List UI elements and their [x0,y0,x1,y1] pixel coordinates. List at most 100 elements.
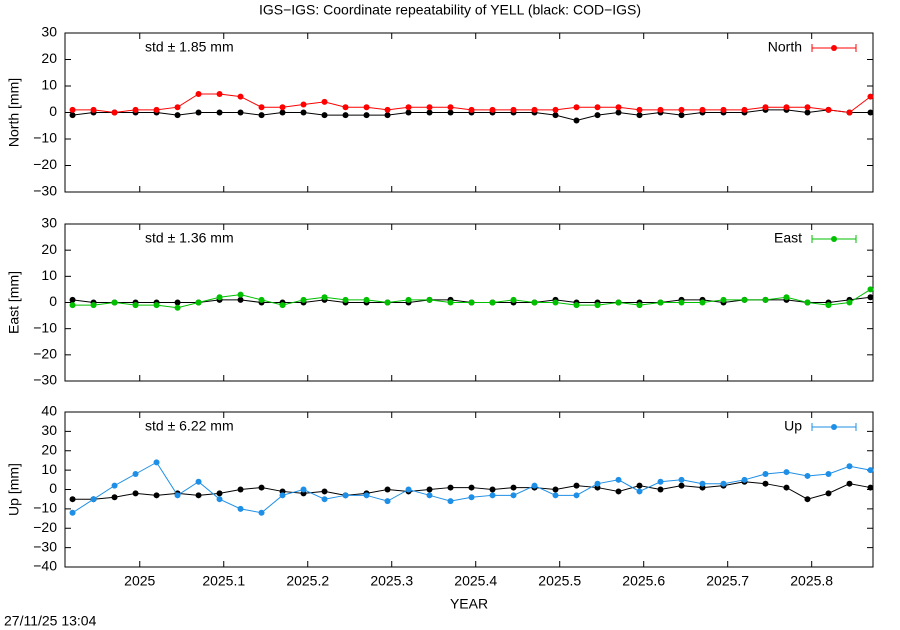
data-point [615,488,622,495]
y-tick-label: 30 [41,215,57,231]
data-point [405,104,412,111]
data-point [216,294,223,301]
x-tick-label: 2025.4 [454,573,497,589]
data-point [300,486,307,493]
y-tick-label: 30 [41,24,57,40]
data-point [174,112,181,119]
data-point [804,299,811,306]
data-point [195,109,202,116]
data-point [384,106,391,113]
legend-marker [831,236,837,242]
data-point [258,104,265,111]
data-point [468,494,475,501]
data-point [489,492,496,499]
data-point [363,104,370,111]
data-point [657,299,664,306]
legend-marker [831,424,837,430]
data-point [510,106,517,113]
std-annotation: std ± 6.22 mm [145,418,234,434]
data-point [195,478,202,485]
data-point [510,492,517,499]
data-point [468,484,475,491]
data-point [174,304,181,311]
y-tick-label: 20 [41,441,57,457]
data-point [699,480,706,487]
y-tick-label: 30 [41,422,57,438]
data-point [825,490,832,497]
x-axis-label: YEAR [450,596,488,612]
data-point [132,106,139,113]
data-point [846,299,853,306]
data-point [531,299,538,306]
data-point [594,480,601,487]
data-point [762,296,769,303]
data-point [174,104,181,111]
data-point [783,104,790,111]
y-axis-label: North [mm] [6,78,22,147]
y-tick-label: 20 [41,241,57,257]
data-point [321,112,328,119]
chart-title: IGS−IGS: Coordinate repeatability of YEL… [259,2,641,18]
data-point [237,296,244,303]
data-point [699,106,706,113]
data-point [132,490,139,497]
data-point [300,101,307,108]
data-point [825,106,832,113]
data-point [867,109,874,116]
data-point [657,478,664,485]
y-tick-label: −10 [33,319,57,335]
data-point [636,488,643,495]
data-point [384,112,391,119]
data-point [636,106,643,113]
data-point [720,480,727,487]
data-point [69,302,76,309]
data-point [447,484,454,491]
y-tick-label: −20 [33,519,57,535]
data-point [258,296,265,303]
data-point [510,484,517,491]
data-point [69,496,76,503]
data-point [342,104,349,111]
data-point [153,459,160,466]
data-point [573,104,580,111]
data-point [804,472,811,479]
data-point [153,492,160,499]
data-point [363,492,370,499]
data-point [237,109,244,116]
data-point [762,471,769,477]
x-tick-label: 2025.7 [706,573,749,589]
data-point [489,106,496,113]
data-point [363,112,370,119]
data-point [720,106,727,113]
data-point [195,90,202,97]
data-point [678,476,685,483]
y-tick-label: −30 [33,183,57,199]
data-point [321,488,328,495]
data-point [741,476,748,483]
y-tick-label: −30 [33,538,57,554]
data-point [237,93,244,100]
data-point [69,296,76,303]
data-point [69,106,76,113]
data-point [174,299,181,306]
data-point [678,299,685,306]
data-point [279,104,286,111]
y-axis-label: Up [mm] [6,463,22,516]
data-point [321,294,328,301]
data-point [279,492,286,499]
data-point [657,106,664,113]
data-point [825,471,832,477]
data-point [741,296,748,303]
data-point [573,482,580,489]
data-point [405,486,412,493]
data-point [342,492,349,499]
data-point [405,109,412,116]
data-point [699,299,706,306]
y-tick-label: 0 [49,293,57,309]
x-tick-label: 2025.1 [202,573,245,589]
data-point [132,302,139,309]
data-point [846,463,853,470]
data-point [636,302,643,309]
data-point [867,294,874,301]
data-point [69,509,76,516]
